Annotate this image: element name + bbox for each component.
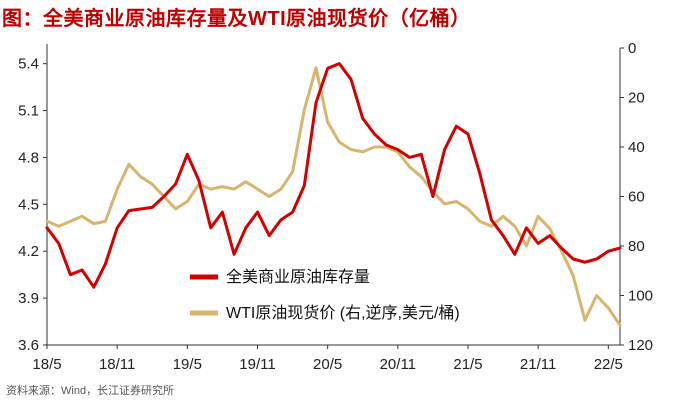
x-tick-label: 19/5 [173, 356, 202, 373]
y-right-tick-label: 100 [628, 288, 653, 305]
y-left-tick-label: 4.5 [18, 196, 39, 213]
wti-price-line [45, 66, 622, 327]
y-left-tick-label: 4.8 [18, 149, 39, 166]
x-tick-label: 22/5 [594, 356, 623, 373]
series-lines [45, 62, 622, 327]
inventory-line [45, 62, 622, 289]
x-tick-label: 18/11 [99, 356, 135, 373]
y-left-tick-label: 3.9 [18, 290, 39, 307]
y-right-tick-label: 120 [628, 337, 653, 354]
chart-title: 图：全美商业原油库存量及WTI原油现货价（亿桶） [2, 8, 471, 30]
y-right-tick-label: 80 [628, 238, 645, 255]
legend: 全美商业原油库存量 WTI原油现货价 (右,逆序,美元/桶) [190, 268, 460, 322]
legend-label-wti: WTI原油现货价 (右,逆序,美元/桶) [226, 304, 460, 322]
y-right-tick-label: 20 [628, 90, 645, 107]
legend-label-inventory: 全美商业原油库存量 [226, 268, 370, 286]
x-tick-label: 21/11 [520, 356, 556, 373]
y-right-tick-label: 0 [628, 40, 636, 57]
source-note: 资料来源：Wind，长江证券研究所 [6, 385, 175, 397]
y-right-tick-label: 40 [628, 139, 645, 156]
y-left-tick-label: 5.4 [18, 56, 39, 73]
x-tick-label: 20/11 [380, 356, 416, 373]
axes: 3.6 3.9 4.2 4.5 4.8 5.1 5.4 0 20 40 60 80 100 120 18/5… [18, 40, 653, 373]
x-tick-label: 21/5 [453, 356, 482, 373]
x-tick-label: 20/5 [313, 356, 342, 373]
x-tick-label: 19/11 [239, 356, 275, 373]
y-left-tick-label: 5.1 [18, 103, 39, 120]
y-left-tick-label: 4.2 [18, 243, 39, 260]
y-left-tick-label: 3.6 [18, 337, 39, 354]
y-right-tick-label: 60 [628, 189, 645, 206]
x-tick-label: 18/5 [32, 356, 61, 373]
